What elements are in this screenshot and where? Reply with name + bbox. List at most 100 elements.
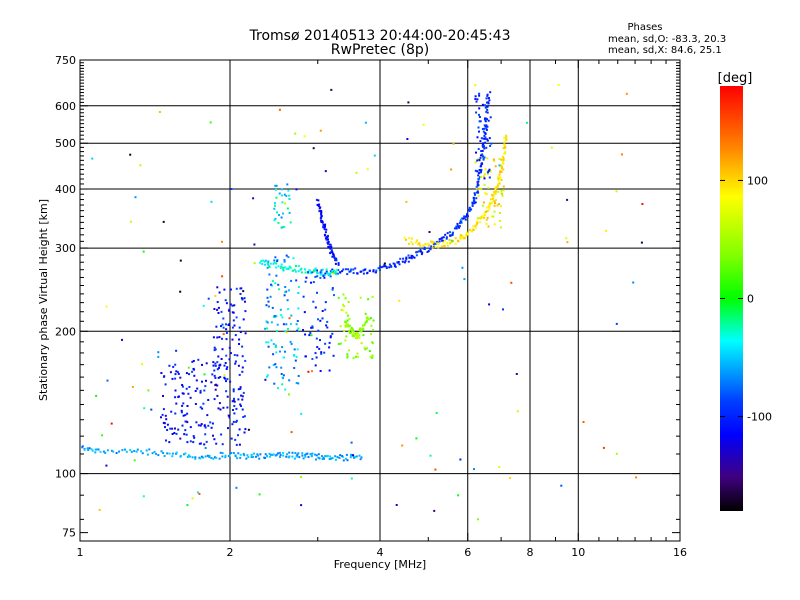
echo-point [288, 455, 291, 458]
echo-point [475, 197, 478, 200]
echo-point [296, 320, 299, 322]
echo-point [221, 455, 224, 458]
echo-point [193, 436, 196, 439]
echo-point [305, 276, 308, 279]
echo-point [474, 95, 477, 98]
echo-point [284, 330, 287, 333]
echo-point [489, 91, 492, 94]
echo-point [499, 170, 502, 173]
echo-point [473, 202, 476, 205]
echo-point [234, 438, 237, 441]
echo-point [269, 262, 272, 265]
echo-point [258, 493, 261, 496]
echo-point [176, 371, 179, 374]
echo-point [362, 272, 365, 275]
echo-point [496, 204, 499, 207]
echo-point [213, 349, 216, 352]
echo-point [304, 268, 307, 271]
echo-point [219, 376, 222, 378]
echo-point [344, 296, 347, 299]
echo-point [455, 225, 458, 228]
echo-point [488, 303, 491, 306]
echo-point [443, 244, 446, 247]
echo-point [315, 458, 317, 461]
echo-point [503, 144, 506, 147]
echo-point [328, 341, 331, 344]
echo-point [94, 448, 97, 451]
echo-point [168, 364, 171, 367]
echo-point [279, 308, 282, 311]
echo-point [324, 237, 327, 240]
echo-point [242, 391, 245, 394]
echo-point [237, 398, 240, 401]
echo-point [201, 363, 203, 366]
echo-point [498, 203, 501, 205]
echo-point [322, 274, 325, 277]
echo-point [413, 256, 416, 259]
echo-point [479, 156, 482, 159]
echo-point [315, 337, 318, 340]
echo-point [483, 127, 486, 130]
echo-point [145, 449, 148, 452]
echo-point [369, 317, 372, 320]
echo-point [118, 450, 121, 453]
echo-point [239, 403, 242, 406]
echo-point [318, 347, 321, 350]
echo-point [423, 246, 426, 249]
echo-point [411, 243, 414, 246]
echo-point [231, 326, 234, 329]
echo-point [370, 333, 373, 336]
echo-point [276, 211, 278, 214]
echo-point [105, 464, 108, 467]
echo-point [498, 164, 501, 167]
echo-point [277, 283, 280, 286]
echo-point [315, 356, 318, 359]
echo-point [480, 137, 483, 140]
echo-point [174, 373, 177, 376]
echo-point [306, 452, 309, 455]
echo-point [179, 290, 182, 293]
echo-point [476, 159, 479, 162]
echo-point [162, 408, 165, 411]
echo-point [486, 139, 489, 142]
echo-point [281, 316, 284, 319]
echo-point [407, 101, 410, 104]
echo-point [327, 245, 330, 248]
echo-point [276, 323, 279, 326]
echo-point [602, 446, 605, 449]
echo-point [225, 368, 228, 370]
echo-point [369, 356, 372, 358]
echo-point [228, 454, 231, 457]
echo-point [341, 455, 344, 457]
echo-point [265, 455, 268, 458]
echo-point [275, 366, 278, 369]
echo-point [235, 287, 238, 290]
echo-point [186, 441, 189, 444]
echo-point [277, 265, 280, 268]
echo-point [486, 173, 489, 176]
echo-point [199, 391, 202, 394]
echo-point [343, 330, 346, 332]
echo-point [295, 355, 298, 358]
echo-point [335, 273, 338, 276]
echo-point [274, 363, 277, 366]
echo-point [499, 177, 502, 180]
echo-point [283, 225, 286, 228]
echo-point [342, 309, 345, 312]
echo-point [230, 437, 233, 440]
echo-point [227, 324, 230, 326]
x-tick-label: 4 [377, 546, 384, 559]
echo-point [218, 402, 221, 405]
echo-point [319, 339, 321, 342]
echo-point [330, 457, 333, 460]
echo-point [427, 242, 430, 245]
echo-point [98, 508, 101, 511]
echo-point [289, 221, 292, 224]
echo-point [241, 408, 244, 411]
echo-point [327, 242, 329, 245]
stats-heading: Phases [627, 22, 662, 33]
y-tick-label: 500 [55, 137, 76, 150]
echo-point [455, 227, 458, 230]
echo-point [480, 162, 483, 165]
echo-point [332, 354, 335, 357]
